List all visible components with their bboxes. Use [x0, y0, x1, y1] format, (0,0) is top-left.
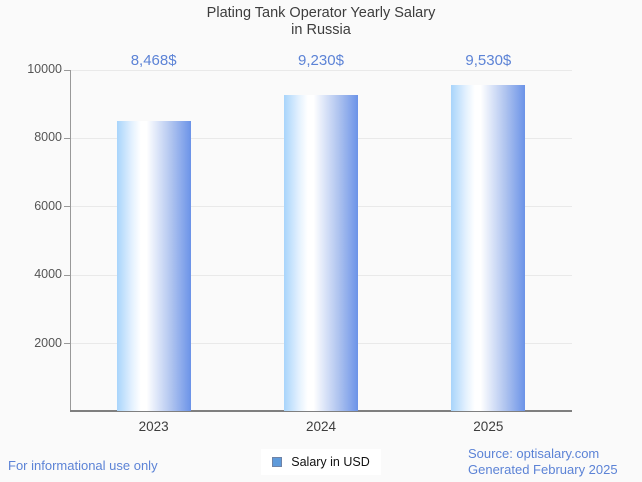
chart-title: Plating Tank Operator Yearly Salary in R…: [0, 5, 642, 39]
legend-box: Salary in USD: [261, 449, 381, 475]
x-axis-label: 2024: [305, 419, 337, 434]
y-axis-label: 4000: [34, 267, 62, 282]
x-axis-label: 2025: [473, 419, 504, 434]
footer-note: For informational use only: [8, 458, 158, 473]
generated-line: Generated February 2025: [468, 461, 618, 477]
y-axis-label: 10000: [27, 62, 62, 76]
y-axis-label: 8000: [34, 130, 62, 145]
chart-title-line2: in Russia: [291, 22, 351, 38]
bar-value-label: 9,530$: [465, 52, 512, 69]
bar-2025: [451, 85, 526, 411]
bar-value-label: 8,468$: [130, 52, 177, 69]
plot-area: 2000 4000 6000 8000 10000 8,468$ 2023 9,230$ 202…: [27, 52, 572, 434]
chart-title-line1: Plating Tank Operator Yearly Salary: [206, 5, 436, 21]
bar-value-label: 9,230$: [298, 52, 344, 69]
y-axis-label: 6000: [34, 198, 62, 213]
y-axis-tick: [64, 343, 70, 345]
x-axis-label: 2023: [138, 419, 169, 434]
y-axis-tick: [64, 206, 70, 208]
gridline: [71, 69, 572, 71]
y-axis-tick: [64, 137, 70, 139]
legend-swatch-icon: [272, 457, 283, 467]
bar-2024: [284, 95, 358, 411]
y-axis-line: [70, 70, 71, 412]
legend: Salary in USD: [0, 449, 642, 475]
y-axis-tick: [64, 274, 70, 276]
bar-2023: [116, 121, 191, 411]
y-axis-label: 2000: [34, 335, 62, 350]
footer-source-block: Source: optisalary.com Generated Februar…: [468, 446, 618, 477]
source-line: Source: optisalary.com: [468, 446, 600, 461]
y-axis-tick: [64, 69, 70, 71]
legend-label: Salary in USD: [291, 455, 370, 469]
x-axis-line: [70, 410, 572, 412]
